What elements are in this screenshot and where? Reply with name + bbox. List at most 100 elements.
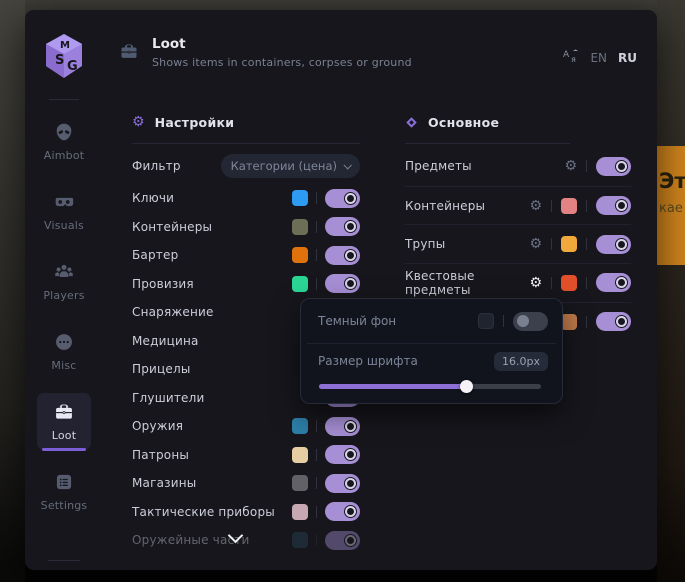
sidebar-item-loot[interactable]: Loot	[37, 393, 91, 451]
toggle-switch[interactable]	[325, 188, 360, 208]
filter-dropdown[interactable]: Категории (цена)	[220, 154, 360, 178]
game-tooltip-text: Эт	[659, 169, 685, 193]
filter-row: Фильтр Категории (цена)	[132, 148, 360, 184]
lang-ru-button[interactable]: RU	[618, 51, 637, 65]
briefcase-icon	[119, 42, 139, 65]
main-item-row: Предметы ⚙	[405, 147, 631, 186]
filter-label: Фильтр	[132, 159, 181, 173]
vsep	[316, 534, 317, 547]
filter-item-row: Контейнеры	[132, 213, 360, 242]
translate-icon: A я	[563, 48, 579, 68]
color-swatch[interactable]	[292, 475, 308, 492]
filter-items-list: Ключи Контейнеры Бартер Провизия Снаряже…	[132, 184, 360, 555]
color-swatch[interactable]	[561, 197, 577, 214]
toggle-switch[interactable]	[325, 530, 360, 550]
color-swatch[interactable]	[292, 275, 308, 292]
settings-list-icon	[52, 471, 76, 493]
divider	[405, 143, 570, 144]
separator	[503, 315, 504, 327]
settings-section-title: Настройки	[154, 114, 235, 130]
filter-dropdown-value: Категории (цена)	[230, 159, 337, 173]
color-swatch[interactable]	[292, 218, 308, 235]
sidebar-item-label: Settings	[40, 499, 88, 512]
gear-icon[interactable]: ⚙	[564, 158, 577, 175]
toggle-knob	[344, 191, 357, 205]
toggle-switch[interactable]	[596, 234, 631, 254]
color-swatch[interactable]	[292, 247, 308, 264]
toggle-knob	[344, 505, 357, 519]
toggle-switch[interactable]	[596, 196, 631, 216]
sidebar-item-settings[interactable]: Settings	[37, 463, 91, 520]
vsep	[551, 238, 552, 251]
dark-bg-label: Темный фон	[318, 314, 397, 328]
sidebar-item-visuals[interactable]: Visuals	[37, 183, 91, 240]
ellipsis-circle-icon	[52, 331, 76, 353]
dark-bg-toggle[interactable]	[513, 311, 548, 331]
sidebar-item-label: Visuals	[44, 219, 84, 232]
item-label: Магазины	[132, 476, 197, 491]
vsep-2	[586, 238, 587, 251]
svg-text:A: A	[563, 50, 570, 60]
color-swatch[interactable]	[292, 446, 308, 463]
font-size-slider[interactable]	[319, 380, 541, 393]
divider	[307, 343, 556, 344]
font-size-value: 16.0px	[494, 351, 548, 371]
briefcase-icon	[52, 401, 76, 423]
toggle-switch[interactable]	[596, 312, 631, 332]
gear-icon[interactable]: ⚙	[529, 274, 542, 291]
toggle-switch[interactable]	[325, 217, 360, 237]
divider	[132, 143, 360, 144]
toggle-switch[interactable]	[596, 273, 631, 293]
color-swatch[interactable]	[561, 236, 577, 253]
slider-knob[interactable]	[459, 380, 473, 393]
vsep	[551, 276, 552, 289]
font-size-label: Размер шрифта	[318, 354, 418, 368]
font-size-row: Размер шрифта 16.0px	[301, 347, 562, 375]
gear-icon[interactable]: ⚙	[529, 236, 542, 253]
color-swatch[interactable]	[561, 313, 577, 330]
dark-bg-color-swatch[interactable]	[478, 313, 494, 329]
sidebar-item-players[interactable]: Players	[37, 253, 91, 310]
filter-item-row: Оружейные части	[132, 526, 360, 555]
toggle-knob	[615, 159, 628, 173]
sidebar-item-misc[interactable]: Misc	[37, 323, 91, 380]
toggle-switch[interactable]	[325, 502, 360, 522]
gear-icon: ⚙	[132, 114, 145, 130]
item-settings-popup: Темный фон Размер шрифта 16.0px	[300, 298, 563, 404]
toggle-switch[interactable]	[325, 473, 360, 493]
item-label: Тактические приборы	[132, 504, 275, 519]
toggle-knob	[344, 476, 357, 490]
color-swatch[interactable]	[292, 503, 308, 520]
filter-item-row: Магазины	[132, 469, 360, 498]
filter-item-row: Ключи	[132, 184, 360, 213]
toggle-switch[interactable]	[596, 156, 631, 176]
toggle-knob	[344, 220, 357, 234]
vsep	[316, 249, 317, 262]
sidebar-item-label: Aimbot	[43, 149, 85, 162]
settings-section-header: ⚙ Настройки	[132, 110, 360, 134]
lang-en-button[interactable]: EN	[590, 51, 608, 65]
vsep	[316, 477, 317, 490]
page-title: Loot	[152, 35, 186, 52]
main-item-row: Трупы ⚙	[405, 224, 631, 263]
toggle-switch[interactable]	[325, 245, 360, 265]
toggle-switch[interactable]	[325, 274, 360, 294]
toggle-switch[interactable]	[325, 416, 360, 436]
item-label: Предметы	[405, 159, 472, 174]
vsep	[316, 420, 317, 433]
cheat-menu-window: S G M Aimbot	[25, 10, 657, 570]
main-section: Основное Предметы ⚙ Контейнеры ⚙ Трупы ⚙…	[405, 110, 631, 340]
toggle-switch[interactable]	[325, 445, 360, 465]
toggle-knob	[615, 315, 628, 329]
main-section-header: Основное	[405, 110, 631, 134]
color-swatch[interactable]	[292, 418, 308, 435]
item-label: Патроны	[132, 447, 190, 462]
gear-icon[interactable]: ⚙	[529, 197, 542, 214]
color-swatch[interactable]	[292, 532, 308, 549]
toggle-knob	[344, 248, 357, 262]
color-swatch[interactable]	[292, 190, 308, 207]
sidebar-item-aimbot[interactable]: Aimbot	[37, 113, 91, 170]
color-swatch[interactable]	[561, 274, 577, 291]
settings-section: ⚙ Настройки Фильтр Категории (цена) Ключ…	[132, 110, 360, 555]
